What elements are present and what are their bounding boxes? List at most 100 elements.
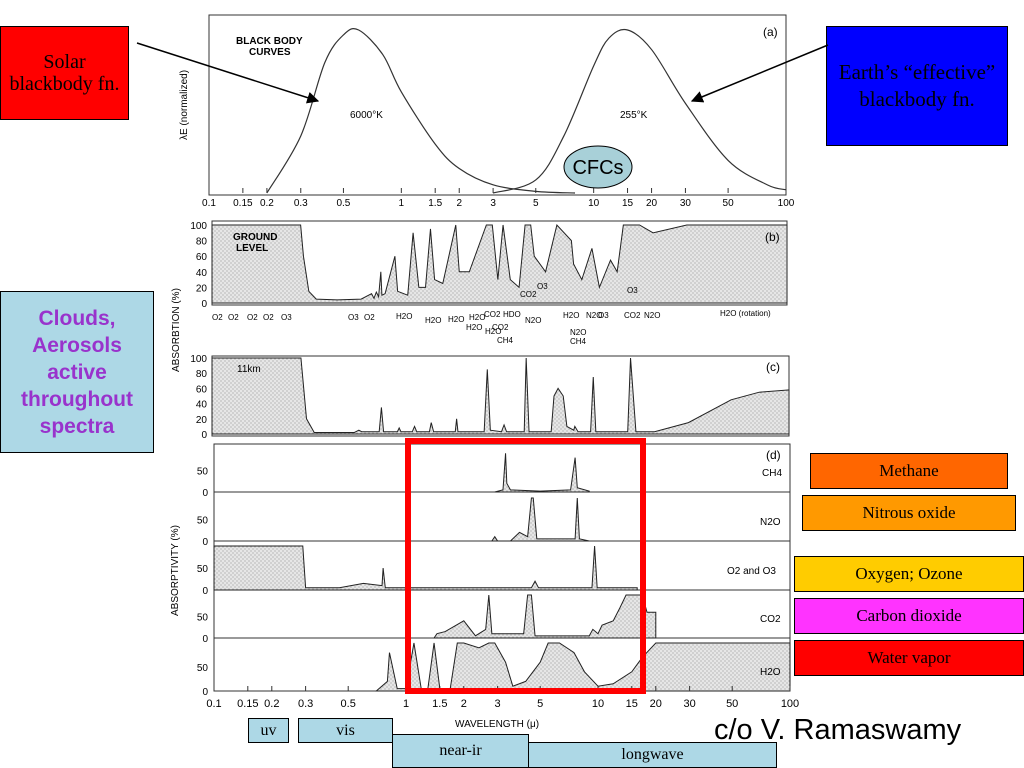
absorber-label: H2O [396,312,412,321]
absorptivity-area [213,545,638,591]
absorber-label: O3 [537,282,548,291]
curve-6000k [266,28,576,194]
panel-a-title: BLACK BODY [236,36,303,47]
absorber-label: N2O [644,311,660,320]
row-gas-label: H2O [760,667,781,678]
clouds-aerosols-label: Clouds, Aerosols active throughout spect… [0,291,154,453]
absorber-label: CO2 [624,311,641,320]
y-tick-label: 0 [201,299,207,310]
band-longwave-label: longwave [621,746,684,763]
panel-d-x-ticks: 0.1 0.15 0.2 0.3 0.5 1 1.5 2 3 5 10 15 20 30 50 100 [206,686,799,710]
panel-b: GROUND LEVEL (b) 100 80 60 40 20 0 O2 O2 O2 O2 O3… [190,220,788,346]
x-tick-label: 30 [680,198,692,209]
absorber-label: O3 [598,311,609,320]
y-tick-label: 60 [196,384,208,395]
gas-absorptivity-rows: CH4 50 0 N2O 50 0 O2 and O3 50 0 CO2 50 0 H2O 50 0 [197,453,791,698]
absorber-label: H2O [485,327,501,336]
absorber-label: CO2 [484,310,501,319]
row-gas-label: N2O [760,517,781,528]
absorber-label: O3 [348,313,359,322]
y-tick-label: 20 [196,283,208,294]
y-tick-label: 40 [196,268,208,279]
clouds-label-text: Clouds, Aerosols active throughout spect… [21,306,133,438]
highlight-box [405,438,646,694]
panel-b-absorber-labels: O2 O2 O2 O2 O3 O3 O2 H2O H2O H2O H2OH2OCO2H2OCO2HD… [212,282,771,346]
x-tick-label: 50 [726,698,738,710]
panel-c-title: 11km [237,364,261,375]
x-tick-label: 0.3 [298,698,313,710]
y-tick-label: 50 [197,467,209,478]
legend-item-label: Carbon dioxide [856,606,962,625]
curve-255k-label: 255°K [620,110,648,121]
x-tick-label: 5 [537,698,543,710]
x-tick-label: 3 [495,698,501,710]
x-tick-label: 10 [588,198,600,209]
y-tick-label: 0 [202,687,208,698]
row-gas-label: CH4 [762,468,782,479]
y-tick-label: 0 [202,537,208,548]
panel-a-title-2: CURVES [249,47,291,58]
ground-level-absorption-area [211,223,788,304]
absorber-label: N2O [525,316,541,325]
x-tick-label: 1 [399,198,405,209]
x-tick-label: 20 [646,198,658,209]
panel-d-ylabel: ABSORPTIVITY (%) [170,525,181,616]
band-vis-label: vis [336,721,355,739]
credit-text: c/o V. Ramaswamy [714,714,962,746]
absorber-label: CH4 [570,337,587,346]
row-n2o: N2O 50 0 [197,497,790,548]
earth-arrow [690,44,829,103]
band-uv-label: uv [260,721,277,739]
solar-arrow [136,42,320,104]
y-tick-label: 20 [196,415,208,426]
cfcs-label: CFCs [572,157,623,179]
x-tick-label: 2 [461,698,467,710]
panel-b-tag: (b) [765,230,780,244]
row-ch4: CH4 50 0 [197,453,790,499]
absorber-label: H2O [469,313,485,322]
x-tick-label: 0.1 [202,198,216,209]
x-tick-label: 3 [490,198,496,209]
absorber-label: O2 [247,313,258,322]
solar-blackbody-label: Solar blackbody fn. [0,26,129,120]
absorber-label: N2O [570,328,586,337]
panel-c-y-ticks: 100 80 60 40 20 0 [190,354,207,441]
x-tick-label: 0.15 [237,698,258,710]
panel-a-frame [208,14,787,196]
row-o2-and-o3: O2 and O3 50 0 [197,545,790,597]
solar-label-text: Solar blackbody fn. [9,51,120,95]
panel-c: 11km (c) 100 80 60 40 20 0 ABSORBTION (%) [171,288,790,441]
absorptivity-area [494,453,590,493]
panel-d-xlabel: WAVELENGTH (μ) [455,719,539,730]
x-tick-label: 1.5 [432,698,447,710]
absorber-label: CO2 [492,323,509,332]
absorber-label: HDO [503,310,521,319]
x-tick-label: 10 [592,698,604,710]
legend-item-carbon-dioxide: Carbon dioxide [794,598,1024,634]
legend-item-label: Water vapor [867,648,951,667]
x-tick-label: 1 [403,698,409,710]
absorber-label: H2O [466,323,482,332]
x-tick-label: 0.2 [264,698,279,710]
x-tick-label: 15 [626,698,638,710]
panel-c-frame [211,355,790,437]
x-tick-label: 2 [456,198,462,209]
legend-item-label: Methane [879,461,939,480]
earth-blackbody-label: Earth’s “effective” blackbody fn. [826,26,1008,146]
absorber-label: O3 [281,313,292,322]
legend-item-label: Oxygen; Ozone [855,564,963,583]
y-tick-label: 60 [196,252,208,263]
legend-item-water-vapor: Water vapor [794,640,1024,676]
panel-a: BLACK BODY CURVES (a) λE (normalized) 60… [179,14,795,209]
absorber-label: H2O [563,311,579,320]
legend-item-nitrous-oxide: Nitrous oxide [802,495,1016,531]
x-tick-label: 0.3 [294,198,308,209]
absorber-label: O2 [212,313,223,322]
y-tick-label: 0 [202,488,208,499]
absorber-label: N2O [586,311,602,320]
absorptivity-area [433,594,657,639]
absorber-label: CH4 [497,336,514,345]
x-tick-label: 0.15 [233,198,253,209]
x-tick-label: 100 [778,198,795,209]
band-near-ir-label: near-ir [439,742,482,759]
